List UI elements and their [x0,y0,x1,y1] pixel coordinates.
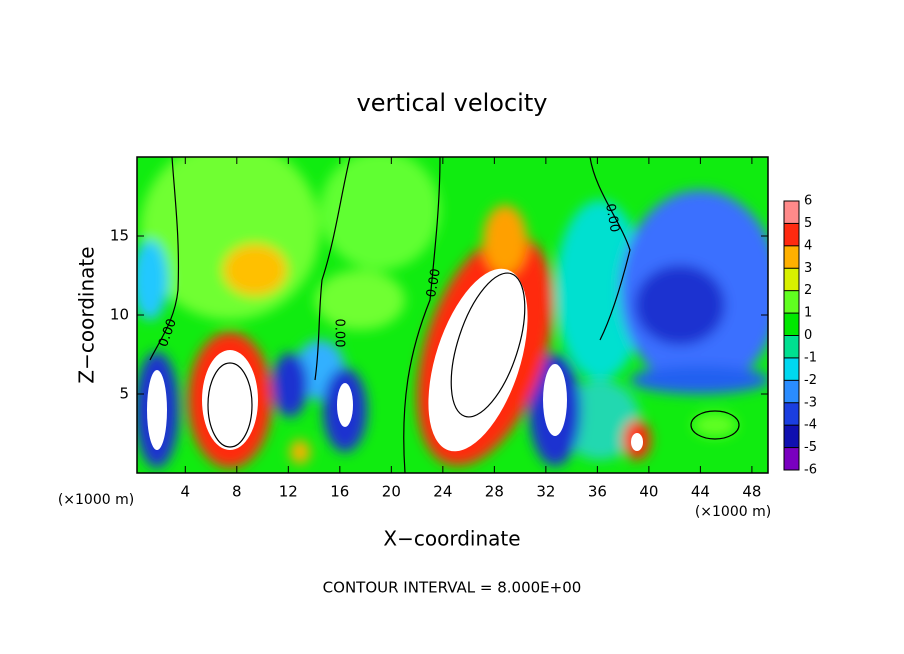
colorbar-bin [784,245,799,269]
colorbar-bin [784,380,799,403]
colorbar-label: -5 [804,440,817,455]
colorbar-label: 6 [804,194,812,209]
contour-label: 0.00 [602,202,622,233]
chart-title: vertical velocity [357,89,548,117]
x-tick-label: 16 [330,483,349,501]
y-axis-label: Z−coordinate [75,246,99,383]
colorbar-bin [784,425,799,448]
colorbar-bin [784,223,799,246]
colorbar-label: 5 [804,216,812,231]
x-tick-label: 4 [181,483,191,501]
y-tick-label: 5 [119,385,129,403]
colorbar-bin [784,201,799,224]
colorbar-bin [784,290,799,314]
colorbar-bin [784,357,799,381]
colorbar-bin [784,335,799,358]
colorbar-label: -1 [804,350,817,365]
colorbar-bin [784,447,799,470]
colorbar-bin [784,313,799,336]
colorbar-label: -3 [804,395,817,410]
x-tick-label: 44 [691,483,710,501]
y-unit-label: (×1000 m) [58,492,134,508]
x-tick-label: 20 [382,483,401,501]
contour-label: 0.00 [332,319,347,348]
footer-note: CONTOUR INTERVAL = 8.000E+00 [323,579,582,597]
colorbar-bin [784,268,799,291]
colorbar-label: 2 [804,283,812,298]
colorbar-label: -4 [804,418,817,433]
y-tick-label: 10 [110,306,129,324]
x-tick-label: 32 [536,483,555,501]
colorbar-label: -6 [804,463,817,478]
colorbar-label: 4 [804,238,812,253]
colorbar-label: 3 [804,261,812,276]
y-tick-label: 15 [110,227,129,245]
field [137,157,768,473]
colorbar-bin [784,402,799,426]
contour-label: 0.00 [424,267,444,298]
x-unit-label: (×1000 m) [695,504,771,520]
x-tick-label: 8 [232,483,242,501]
x-tick-label: 24 [433,483,452,501]
x-tick-label: 28 [485,483,504,501]
x-tick-label: 48 [742,483,761,501]
x-tick-label: 12 [279,483,298,501]
colorbar-label: 1 [804,306,812,321]
colorbar-label: -2 [804,373,817,388]
x-axis-label: X−coordinate [383,527,520,551]
colorbar-label: 0 [804,328,812,343]
x-tick-label: 36 [588,483,607,501]
x-tick-label: 40 [639,483,658,501]
